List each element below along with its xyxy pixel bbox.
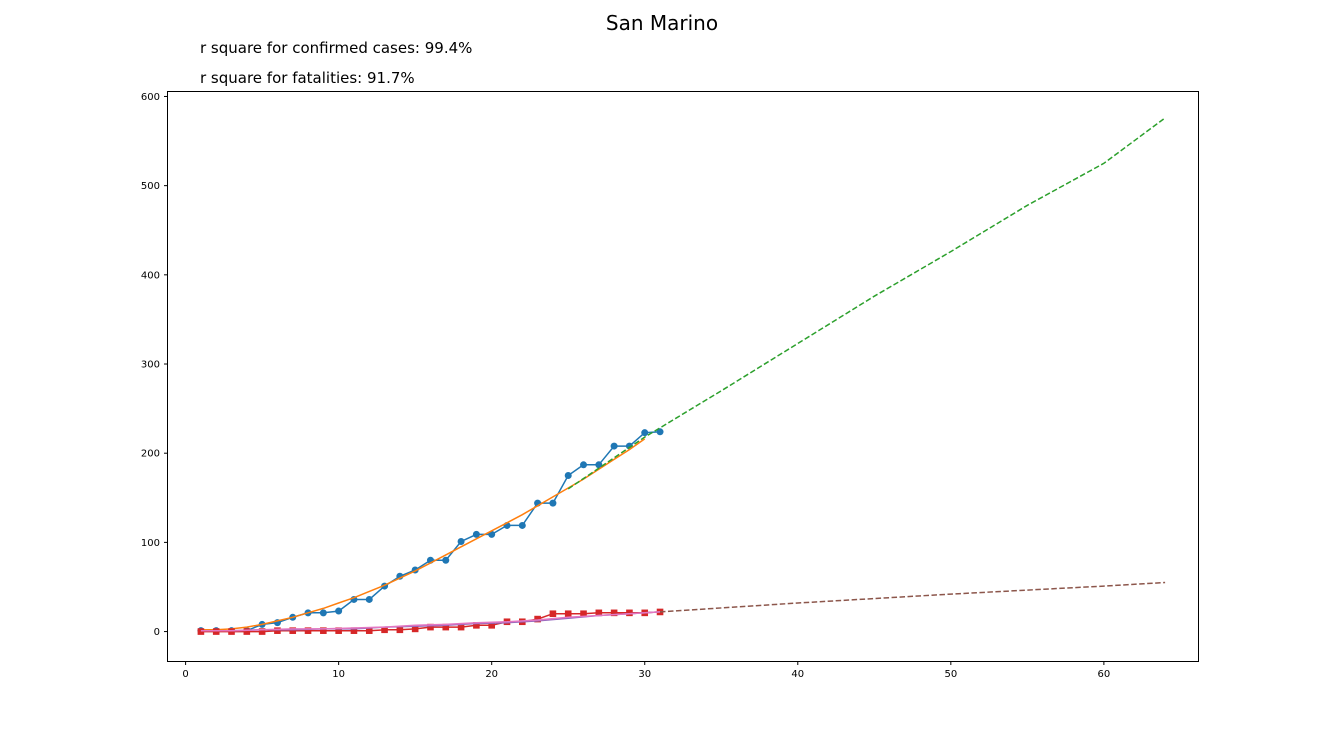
point-confirmed bbox=[656, 428, 664, 436]
point-confirmed bbox=[319, 609, 327, 617]
y-tick-label: 400 bbox=[141, 270, 160, 281]
plot-area bbox=[197, 117, 1166, 635]
annotation-confirmed-r2: r square for confirmed cases: 99.4% bbox=[200, 39, 472, 57]
point-fatalities bbox=[243, 628, 251, 635]
y-tick-label: 100 bbox=[141, 538, 160, 549]
y-tick-label: 200 bbox=[141, 449, 160, 460]
point-fatalities bbox=[442, 623, 450, 631]
point-fatalities bbox=[534, 615, 541, 623]
point-fatalities bbox=[381, 626, 388, 634]
series-line-confirmed bbox=[200, 431, 661, 632]
point-confirmed bbox=[518, 521, 526, 529]
series-line-fatalities_fit_overlay bbox=[200, 611, 661, 632]
point-fatalities bbox=[427, 623, 434, 631]
y-axis: 0 100 200 300 400 500 600 bbox=[141, 92, 168, 638]
x-tick-label: 10 bbox=[332, 669, 345, 680]
point-fatalities bbox=[488, 622, 495, 629]
point-confirmed bbox=[610, 442, 618, 450]
point-confirmed bbox=[488, 530, 496, 538]
point-fatalities bbox=[258, 628, 266, 635]
point-fatalities bbox=[320, 627, 327, 634]
axes-frame bbox=[167, 91, 1199, 662]
point-fatalities bbox=[289, 627, 297, 634]
x-tick-label: 0 bbox=[182, 669, 188, 680]
x-tick-label: 30 bbox=[638, 669, 651, 680]
point-fatalities bbox=[411, 625, 419, 633]
point-confirmed bbox=[442, 556, 450, 564]
point-confirmed bbox=[335, 607, 343, 615]
series-line-confirmed_fit bbox=[200, 438, 646, 631]
y-tick-label: 300 bbox=[141, 360, 160, 371]
point-confirmed bbox=[580, 461, 588, 469]
point-confirmed bbox=[365, 595, 373, 603]
point-fatalities bbox=[595, 609, 603, 617]
point-fatalities bbox=[580, 610, 587, 618]
y-tick-label: 600 bbox=[141, 92, 160, 103]
point-fatalities bbox=[350, 627, 358, 634]
point-fatalities bbox=[396, 626, 404, 634]
y-tick-label: 0 bbox=[154, 627, 160, 638]
point-fatalities bbox=[626, 609, 633, 617]
point-fatalities bbox=[549, 610, 557, 618]
point-fatalities bbox=[274, 627, 281, 634]
series-line-confirmed_projection bbox=[567, 117, 1166, 490]
point-confirmed bbox=[457, 537, 465, 545]
point-fatalities bbox=[304, 627, 312, 634]
y-tick-label: 500 bbox=[141, 181, 160, 192]
annotation-fatalities-r2: r square for fatalities: 91.7% bbox=[200, 69, 415, 87]
point-fatalities bbox=[610, 609, 618, 617]
series-line-fatalities_projection bbox=[659, 581, 1166, 613]
point-confirmed bbox=[549, 499, 557, 507]
chart-title: San Marino bbox=[606, 11, 718, 35]
point-fatalities bbox=[228, 628, 235, 635]
point-fatalities bbox=[473, 622, 480, 629]
point-fatalities bbox=[212, 628, 220, 635]
point-confirmed bbox=[641, 429, 649, 437]
point-fatalities bbox=[335, 627, 342, 634]
x-tick-label: 60 bbox=[1098, 669, 1111, 680]
point-fatalities bbox=[564, 610, 572, 618]
point-fatalities bbox=[197, 628, 205, 635]
x-axis: 0 10 20 30 40 50 60 bbox=[182, 661, 1110, 680]
point-fatalities bbox=[365, 627, 373, 634]
x-tick-label: 20 bbox=[485, 669, 498, 680]
point-fatalities bbox=[457, 623, 465, 631]
x-tick-label: 50 bbox=[944, 669, 957, 680]
point-confirmed bbox=[595, 461, 603, 469]
point-confirmed bbox=[472, 530, 480, 538]
x-tick-label: 40 bbox=[791, 669, 804, 680]
point-confirmed bbox=[564, 471, 572, 479]
